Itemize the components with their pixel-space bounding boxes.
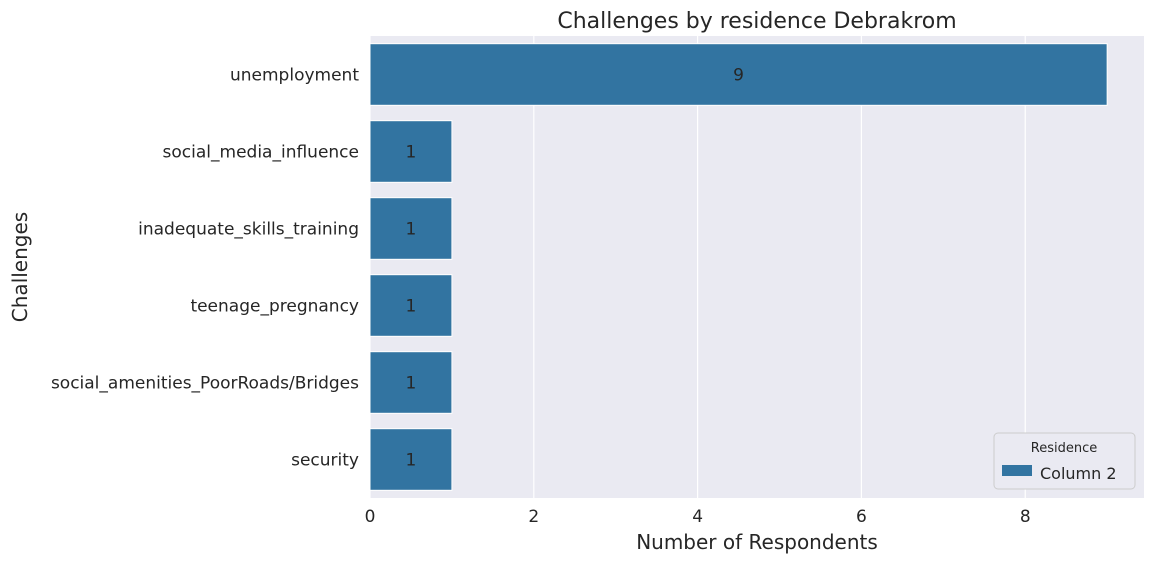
bar (369, 197, 453, 260)
grid-lines (369, 36, 1026, 498)
y-tick-labels: unemployment social_media_influenceinadeq… (51, 66, 359, 471)
x-axis-label: Number of Respondents (636, 530, 878, 554)
y-axis-label: Challenges (8, 212, 32, 322)
y-tick-label: teenage_pregnancy (190, 297, 359, 317)
plot-area (370, 36, 1144, 498)
bar (369, 428, 453, 491)
legend: Residence Column 2 (993, 432, 1136, 490)
bar-value-label: 9 (733, 66, 744, 86)
x-tick-labels: 0 2 4 6 8 (365, 507, 1031, 527)
x-tick-label: 6 (856, 507, 867, 527)
x-tick-label: 2 (528, 507, 539, 527)
bar-value-label: 1 (406, 143, 417, 163)
bars (369, 43, 1108, 491)
legend-title: Residence (1031, 441, 1097, 456)
x-tick-label: 4 (692, 507, 703, 527)
y-tick-label: inadequate_skills_training (138, 220, 359, 240)
bar (369, 351, 453, 414)
bar-value-label: 1 (406, 374, 417, 394)
legend-label: Column 2 (1040, 464, 1117, 483)
y-tick-label: social_amenities_PoorRoads/Bridges (51, 374, 359, 394)
x-tick-label: 0 (365, 507, 376, 527)
bar-value-label: 1 (406, 451, 417, 471)
legend-swatch (1002, 465, 1032, 476)
bar (369, 274, 453, 337)
y-tick-label: unemployment (230, 66, 359, 86)
bar (369, 43, 1108, 106)
bar-value-label: 1 (406, 297, 417, 317)
y-tick-label: social_media_influence (163, 143, 359, 163)
data-labels: 9 1 1 1 1 1 (406, 66, 744, 471)
x-tick-label: 8 (1020, 507, 1031, 527)
bar (369, 120, 453, 183)
y-tick-label: security (291, 451, 359, 471)
chart-title: Challenges by residence Debrakrom (557, 9, 956, 34)
bar-value-label: 1 (406, 220, 417, 240)
